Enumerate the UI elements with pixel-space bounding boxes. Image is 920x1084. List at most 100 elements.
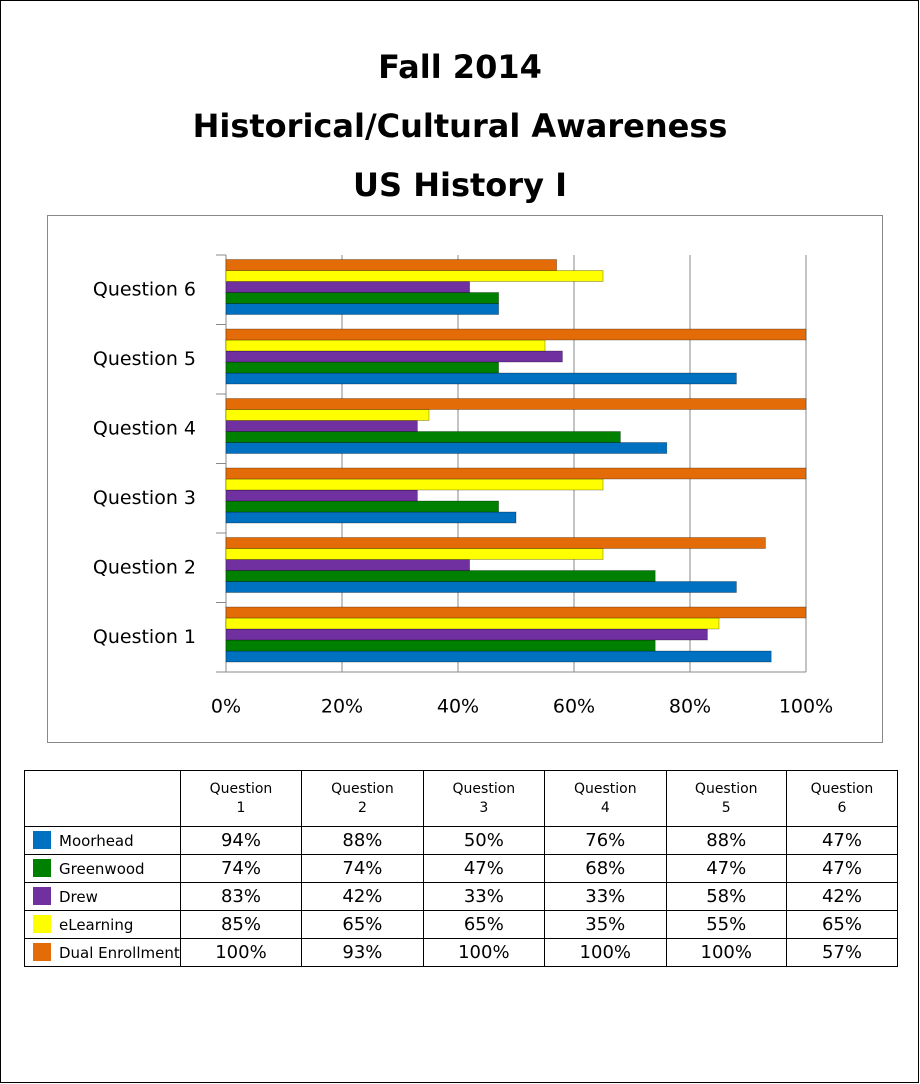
x-tick-label: 100% [779, 696, 833, 718]
legend-swatch [33, 831, 51, 849]
bar [225, 303, 500, 315]
value-cell: 93% [301, 938, 424, 967]
bar [225, 639, 656, 652]
value-cell: 57% [785, 938, 899, 967]
value-cell: 55% [665, 910, 787, 939]
legend-swatch [33, 859, 51, 877]
value-cell: 42% [785, 882, 899, 911]
header-text: Question 6 [810, 780, 874, 816]
bar [225, 570, 656, 582]
value-cell: 74% [301, 854, 424, 883]
value-cell: 65% [422, 910, 546, 939]
bar [225, 398, 807, 410]
legend-swatch [33, 887, 51, 905]
bar [225, 537, 766, 549]
value-cell: 74% [179, 854, 303, 883]
value-cell: 76% [544, 826, 667, 855]
bar [225, 409, 430, 421]
legend-swatch [33, 943, 51, 961]
value-cell: 47% [785, 854, 899, 883]
y-tick-label: Question 2 [93, 556, 196, 578]
bar [225, 548, 604, 560]
legend-label: Moorhead [59, 832, 134, 850]
data-row: Moorhead 94% 88% 50% 76% 88% 47% [24, 826, 899, 855]
value-cell: 47% [785, 826, 899, 855]
y-tick-label: Question 5 [93, 348, 196, 370]
bar [225, 270, 604, 282]
value-cell: 100% [422, 938, 546, 967]
bar [225, 489, 418, 502]
value-cell: 65% [785, 910, 899, 939]
bar [225, 442, 668, 454]
value-cell: 50% [422, 826, 546, 855]
chart-frame [47, 215, 883, 743]
data-row: eLearning 85% 65% 65% 35% 55% 65% [24, 910, 899, 939]
header-cell: Question 6 [785, 770, 899, 827]
bar [225, 511, 517, 524]
value-cell: 100% [179, 938, 303, 967]
bar [225, 500, 500, 513]
x-tick-label: 20% [321, 696, 363, 718]
bar [225, 628, 708, 641]
value-cell: 65% [301, 910, 424, 939]
header-text: Question 4 [573, 780, 637, 816]
x-tick-label: 60% [553, 696, 595, 718]
bar [225, 372, 737, 385]
x-tick-label: 0% [211, 696, 241, 718]
legend-label: eLearning [59, 916, 134, 934]
bar [225, 328, 807, 341]
series-cell: Drew [24, 882, 181, 911]
bar [225, 281, 471, 293]
header-cell: Question 5 [665, 770, 787, 827]
y-tick-label: Question 4 [93, 417, 196, 439]
value-cell: 42% [301, 882, 424, 911]
value-cell: 33% [422, 882, 546, 911]
header-cell: Question 1 [179, 770, 303, 827]
x-tick-label: 40% [437, 696, 479, 718]
value-cell: 35% [544, 910, 667, 939]
legend-label: Greenwood [59, 860, 145, 878]
header-text: Question 1 [209, 780, 273, 816]
bar [225, 606, 807, 619]
bar [225, 339, 546, 352]
value-cell: 58% [665, 882, 787, 911]
chart-title: Fall 2014 [378, 48, 542, 86]
value-cell: 47% [665, 854, 787, 883]
header-row: Question 1 Question 2 Question 3 Question 4… [24, 770, 899, 827]
series-cell: Dual Enrollment [24, 938, 181, 967]
header-cell: Question 2 [301, 770, 424, 827]
bar [225, 559, 471, 571]
bar [225, 420, 418, 432]
value-cell: 83% [179, 882, 303, 911]
value-cell: 33% [544, 882, 667, 911]
data-row: Dual Enrollment 100% 93% 100% 100% 100% 57% [24, 938, 899, 967]
chart-title: Historical/Cultural Awareness [193, 107, 728, 145]
y-tick-label: Question 3 [93, 487, 196, 509]
bar [225, 478, 604, 491]
header-cell: Question 3 [422, 770, 546, 827]
corner-cell [24, 770, 181, 827]
y-tick-label: Question 6 [93, 278, 196, 300]
value-cell: 85% [179, 910, 303, 939]
bar [225, 350, 563, 363]
series-cell: Moorhead [24, 826, 181, 855]
data-row: Greenwood 74% 74% 47% 68% 47% 47% [24, 854, 899, 883]
y-tick-label: Question 1 [93, 626, 196, 648]
bar [225, 467, 807, 480]
header-text: Question 3 [452, 780, 516, 816]
header-cell: Question 4 [544, 770, 667, 827]
bar [225, 650, 772, 663]
bar [225, 292, 500, 304]
data-table: Question 1 Question 2 Question 3 Question 4… [24, 770, 899, 967]
data-row: Drew 83% 42% 33% 33% 58% 42% [24, 882, 899, 911]
chart-title: US History I [353, 166, 567, 204]
bar [225, 431, 621, 443]
value-cell: 100% [665, 938, 787, 967]
value-cell: 88% [301, 826, 424, 855]
bar [225, 259, 558, 271]
bar [225, 361, 500, 374]
value-cell: 94% [179, 826, 303, 855]
bar [225, 617, 720, 630]
